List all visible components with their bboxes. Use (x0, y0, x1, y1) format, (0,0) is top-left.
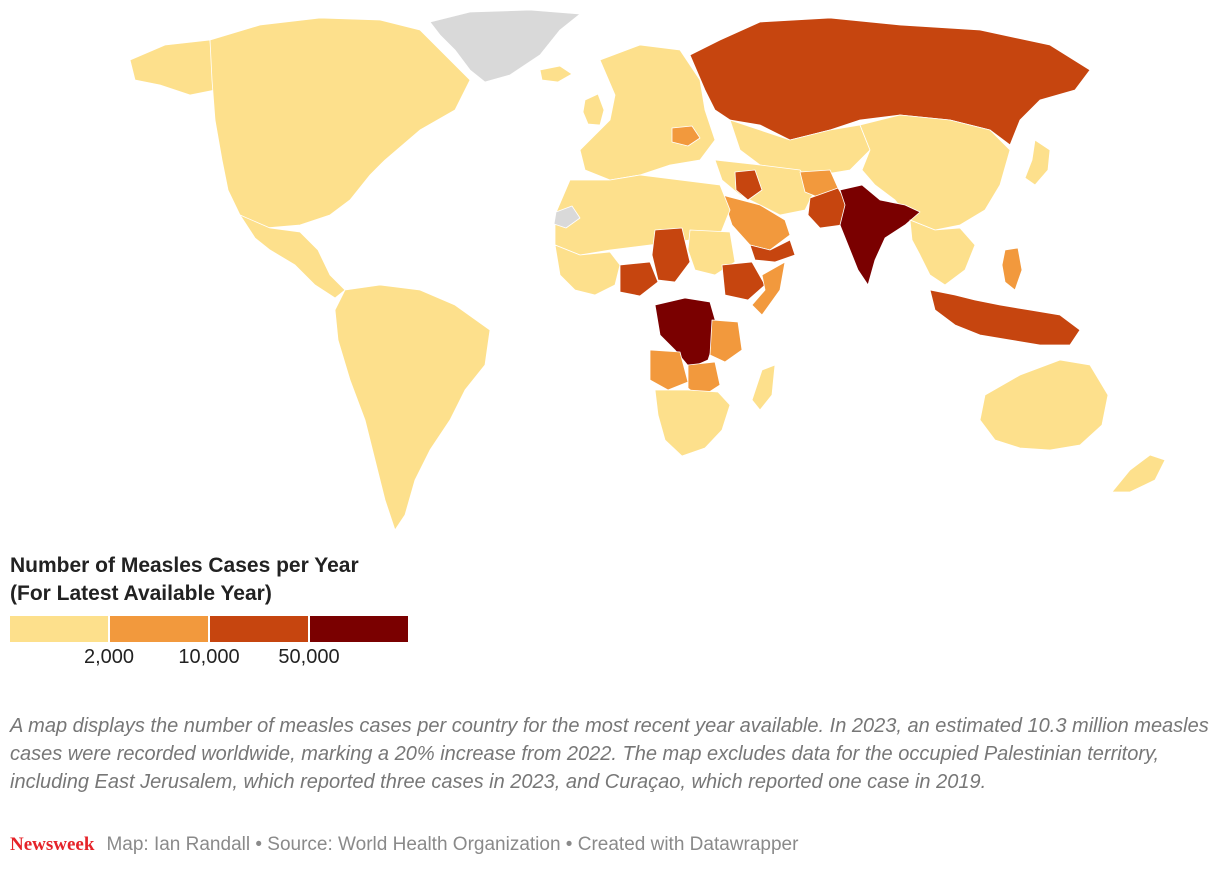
footer-credits: Map: Ian Randall • Source: World Health … (106, 834, 799, 855)
legend-tick-50000: 50,000 (278, 646, 340, 668)
legend-tick-10000: 10,000 (178, 646, 240, 668)
map-region-greenland (429, 9, 581, 83)
legend-color-scale (10, 616, 410, 642)
legend-swatch-bin-4 (310, 616, 408, 642)
map-region-ethiopia (721, 261, 766, 301)
map-region-central-america (239, 214, 346, 299)
map-region-indonesia (929, 289, 1081, 346)
legend-swatch-bin-2 (110, 616, 208, 642)
map-region-china-east-asia (859, 114, 1011, 231)
map-region-uk (582, 93, 605, 126)
map-region-southern-africa (654, 389, 731, 457)
map-region-south-america (334, 284, 491, 531)
newsweek-logo: Newsweek (10, 834, 95, 855)
map-region-australia (979, 359, 1109, 451)
map-region-west-africa (554, 244, 621, 296)
map-region-philippines (1001, 247, 1023, 291)
legend-swatch-bin-3 (210, 616, 308, 642)
map-region-madagascar (751, 364, 776, 411)
legend: Number of Measles Cases per Year (For La… (10, 552, 410, 672)
map-region-iceland (539, 65, 573, 83)
map-region-india (839, 184, 921, 286)
world-choropleth-map (129, 9, 1166, 531)
legend-title-line2: (For Latest Available Year) (10, 582, 272, 605)
map-region-japan (1024, 139, 1051, 186)
map-region-tanzania (709, 319, 743, 363)
map-region-yemen (749, 239, 796, 263)
map-region-new-zealand (1111, 454, 1166, 493)
map-region-iraq (734, 169, 763, 201)
map-region-drc (654, 297, 719, 369)
map-region-western-sahara (553, 205, 581, 229)
map-region-southeast-asia (909, 219, 976, 286)
legend-ticks: 2,000 10,000 50,000 (10, 642, 410, 672)
map-region-somalia (751, 261, 786, 316)
legend-tick-2000: 2,000 (83, 646, 135, 668)
map-region-angola (649, 349, 689, 391)
map-region-romania (671, 125, 701, 147)
map-region-saudi-arabia (721, 194, 791, 251)
map-region-kazakhstan-central-asia (729, 119, 871, 176)
map-region-sudan (687, 229, 736, 276)
legend-swatch-bin-1 (10, 616, 108, 642)
map-region-alaska (129, 39, 216, 96)
legend-title: Number of Measles Cases per Year (For La… (10, 552, 410, 608)
map-description: A map displays the number of measles cas… (10, 715, 1209, 793)
map-region-russia (689, 17, 1091, 146)
footer: Newsweek Map: Ian Randall • Source: Worl… (10, 834, 798, 856)
legend-title-line1: Number of Measles Cases per Year (10, 554, 359, 577)
map-region-chad (651, 227, 691, 283)
map-region-nigeria (619, 261, 659, 297)
map-region-north-america (209, 17, 471, 229)
map-region-europe (579, 44, 716, 181)
